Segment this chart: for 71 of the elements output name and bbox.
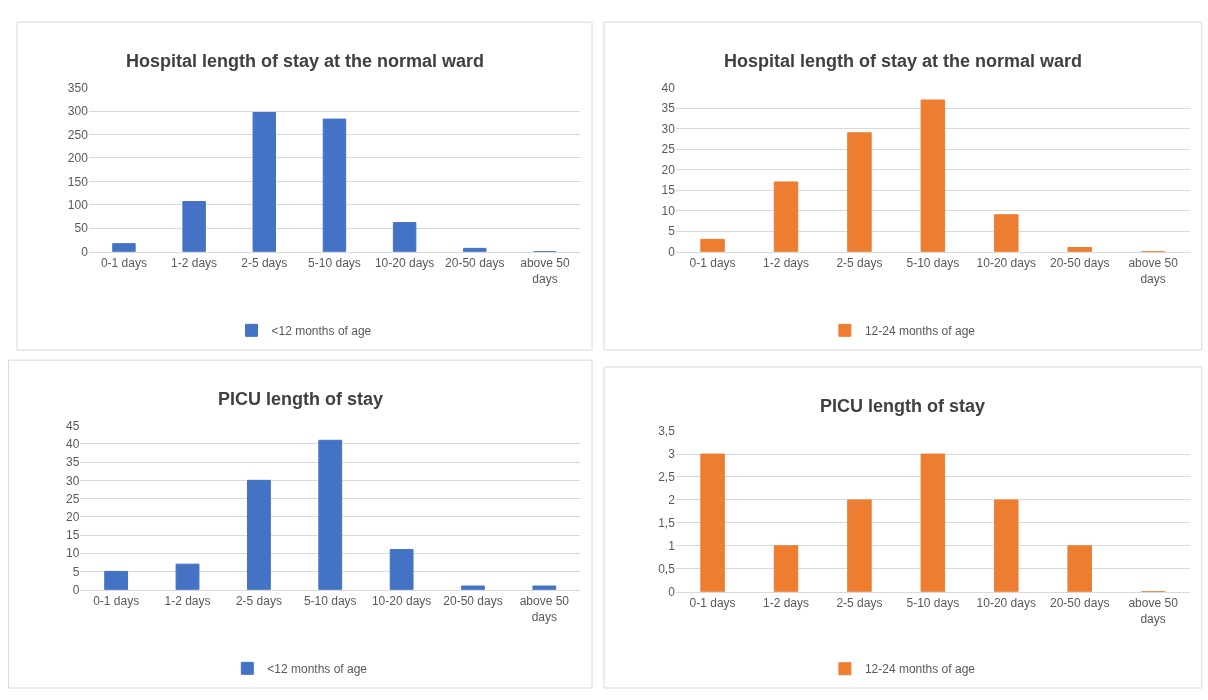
y-tick-label: 20 <box>661 162 676 177</box>
y-tick-label: 1,5 <box>658 516 676 531</box>
y-tick-label: 3,5 <box>658 424 676 439</box>
x-tick-label: 0-1 days <box>689 256 736 271</box>
y-tick-label: 0,5 <box>658 561 676 576</box>
x-tick-label: 2-5 days <box>836 596 883 611</box>
x-tick-label: 2-5 days <box>235 594 282 609</box>
x-tick-label: above 50 days <box>1128 596 1179 626</box>
y-tick-label: 25 <box>661 142 676 157</box>
x-tick-label: above 50 days <box>1128 256 1179 286</box>
y-tick-label: 1 <box>668 539 676 553</box>
y-tick-label: 45 <box>66 418 80 433</box>
y-tick-label: 15 <box>66 528 80 543</box>
x-tick-label: 20-50 days <box>443 594 503 609</box>
y-tick-label: 3 <box>668 447 676 462</box>
y-tick-label: 300 <box>67 104 89 119</box>
y-tick-label: 2 <box>668 493 676 508</box>
x-tick-label: 20-50 days <box>1050 596 1110 611</box>
y-tick-label: 100 <box>67 198 89 212</box>
y-tick-label: 20 <box>66 509 80 524</box>
y-tick-label: 25 <box>66 491 80 506</box>
y-tick-label: 200 <box>67 151 89 166</box>
x-tick-label: 1-2 days <box>762 256 810 271</box>
x-tick-label: 5-10 days <box>906 256 960 271</box>
x-tick-label: 20-50 days <box>1050 256 1110 271</box>
y-tick-label: 250 <box>67 127 89 142</box>
chart-title: Hospital length of stay at the normal ward <box>126 51 485 71</box>
chart-title: PICU length of stay <box>820 396 986 416</box>
x-tick-label: 10-20 days <box>371 594 432 609</box>
x-tick-label: 1-2 days <box>164 594 211 609</box>
y-tick-label: 35 <box>66 455 80 470</box>
y-tick-label: 40 <box>66 437 80 452</box>
y-tick-label: 0 <box>668 244 676 259</box>
x-tick-label: 0-1 days <box>100 256 147 271</box>
y-tick-label: 0 <box>81 244 89 259</box>
x-tick-label: 5-10 days <box>906 596 960 611</box>
chart-title: PICU length of stay <box>218 389 384 409</box>
x-tick-label: 0-1 days <box>689 596 736 611</box>
y-tick-label: 35 <box>661 101 676 116</box>
legend-label: <12 months of age <box>271 324 372 339</box>
y-tick-label: 10 <box>66 546 80 561</box>
y-tick-label: 15 <box>661 183 676 198</box>
legend-label: <12 months of age <box>267 662 368 677</box>
y-tick-label: 30 <box>661 121 676 136</box>
y-tick-label: 350 <box>67 80 89 95</box>
legend-label: 12-24 months of age <box>864 662 976 677</box>
y-tick-label: 2,5 <box>658 470 676 485</box>
x-tick-label: 0-1 days <box>93 594 140 609</box>
y-tick-label: 50 <box>74 221 89 236</box>
y-tick-label: 5 <box>668 224 676 239</box>
y-tick-label: 0 <box>668 584 676 599</box>
y-tick-label: 30 <box>66 473 80 488</box>
x-tick-label: 2-5 days <box>241 256 288 271</box>
y-tick-label: 40 <box>661 80 676 95</box>
x-tick-label: 10-20 days <box>976 596 1036 611</box>
chart-title: Hospital length of stay at the normal ward <box>724 51 1083 71</box>
x-tick-label: 2-5 days <box>836 256 883 271</box>
x-tick-label: above 50 days <box>519 594 570 624</box>
x-tick-label: 10-20 days <box>374 256 435 271</box>
legend-label: 12-24 months of age <box>864 324 976 339</box>
y-tick-label: 150 <box>67 174 89 189</box>
x-tick-label: 1-2 days <box>762 596 810 611</box>
y-tick-label: 10 <box>661 203 676 218</box>
x-tick-label: 10-20 days <box>976 256 1036 271</box>
y-tick-label: 0 <box>72 582 80 597</box>
y-tick-label: 5 <box>72 564 80 579</box>
x-tick-label: 20-50 days <box>445 256 505 271</box>
x-tick-label: 5-10 days <box>308 256 361 271</box>
x-tick-label: 5-10 days <box>303 594 357 609</box>
x-tick-label: above 50 days <box>520 256 570 286</box>
x-tick-label: 1-2 days <box>171 256 218 271</box>
